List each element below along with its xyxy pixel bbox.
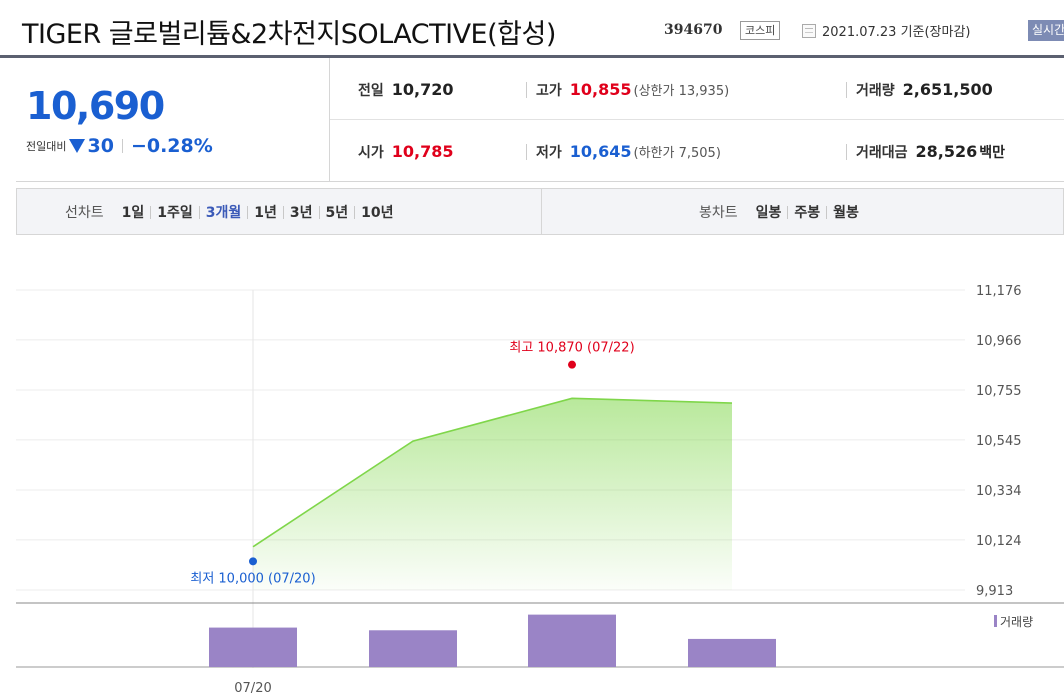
period-5y[interactable]: 5년	[325, 205, 349, 221]
market-badge: 코스피	[740, 21, 781, 40]
change-value: 30	[87, 135, 114, 157]
open-label: 시가	[358, 145, 384, 161]
open-stat: 시가 10,785	[358, 142, 454, 162]
volume-value: 2,651,500	[902, 80, 993, 99]
lower-limit: (하한가 7,505)	[633, 146, 721, 161]
y-tick-label: 10,755	[976, 384, 1022, 399]
low-stat: 저가 10,645 (하한가 7,505)	[536, 142, 721, 162]
period-1y[interactable]: 1년	[254, 205, 277, 221]
down-arrow-icon	[69, 139, 86, 153]
price-chart: 11,176 10,966 10,755 10,545 10,334 10,124 9,91…	[0, 240, 1064, 698]
period-10y[interactable]: 10년	[361, 205, 394, 221]
line-chart-periods: 선차트 1일 1주일 3개월 1년 3년 5년 10년	[65, 202, 400, 222]
y-tick-label: 10,334	[976, 484, 1022, 499]
volume-bar	[369, 630, 457, 667]
divider	[282, 205, 284, 219]
volume-bar	[209, 627, 297, 667]
low-value: 10,645	[569, 142, 632, 161]
divider	[526, 82, 527, 98]
realtime-button[interactable]: 실시간	[1028, 20, 1064, 41]
y-tick-label: 11,176	[976, 284, 1022, 299]
current-price-box: 10,690 전일대비 30 −0.28%	[16, 58, 330, 182]
divider	[247, 205, 249, 219]
quote-date: 2021.07.23 기준(장마감)	[822, 25, 971, 40]
chart-svg: 11,176 10,966 10,755 10,545 10,334 10,124 9,91…	[16, 284, 1064, 696]
y-tick-label: 10,124	[976, 534, 1022, 549]
low-label: 저가	[536, 145, 562, 161]
stats-row-2: 시가 10,785 저가 10,645 (하한가 7,505) 거래대금 28,526 백…	[330, 120, 1064, 182]
divider	[541, 189, 542, 234]
period-3m[interactable]: 3개월	[205, 205, 242, 221]
volume-legend-label: 거래량	[1000, 615, 1033, 629]
change-row: 전일대비 30 −0.28%	[26, 135, 213, 157]
prev-close-label: 전일	[358, 83, 384, 99]
period-weekly[interactable]: 주봉	[794, 205, 821, 221]
y-tick-label: 10,966	[976, 334, 1022, 349]
divider	[826, 205, 828, 219]
divider	[318, 205, 320, 219]
min-label: 최저 10,000 (07/20)	[190, 571, 315, 586]
line-chart-label: 선차트	[65, 205, 104, 221]
high-value: 10,855	[569, 80, 632, 99]
amount-unit: 백만	[979, 145, 1006, 161]
amount-stat: 거래대금 28,526 백만	[856, 142, 1005, 162]
volume-label: 거래량	[856, 83, 895, 99]
period-1w[interactable]: 1주일	[157, 205, 193, 221]
change-percent: −0.28%	[130, 135, 213, 157]
divider	[526, 144, 527, 160]
period-monthly[interactable]: 월봉	[833, 205, 859, 221]
header-divider	[0, 55, 1064, 58]
high-stat: 고가 10,855 (상한가 13,935)	[536, 80, 729, 100]
stock-header: TIGER 글로벌리튬&2차전지SOLACTIVE(합성) 394670 코스피…	[0, 0, 1064, 56]
max-label: 최고 10,870 (07/22)	[509, 341, 634, 356]
min-marker	[249, 557, 257, 566]
period-3y[interactable]: 3년	[289, 205, 313, 221]
y-tick-label: 10,545	[976, 434, 1022, 449]
price-line	[252, 397, 733, 548]
quote-panel: 10,690 전일대비 30 −0.28% 전일 10,720 고가 10,855(…	[16, 58, 1064, 182]
amount-label: 거래대금	[856, 145, 908, 161]
prev-close-value: 10,720	[391, 80, 454, 99]
calendar-icon	[802, 24, 816, 38]
stock-code: 394670	[664, 22, 723, 38]
y-tick-label: 9,913	[976, 584, 1013, 599]
candle-chart-periods: 봉차트 일봉 주봉 월봉	[699, 202, 865, 222]
divider	[198, 205, 200, 219]
prev-close-stat: 전일 10,720	[358, 80, 454, 100]
volume-bar	[528, 614, 616, 667]
max-marker	[568, 360, 576, 369]
volume-stat: 거래량 2,651,500	[856, 80, 993, 100]
x-tick-label: 07/20	[234, 681, 271, 696]
amount-value: 28,526	[915, 142, 978, 161]
upper-limit: (상한가 13,935)	[633, 84, 730, 99]
divider	[846, 82, 847, 98]
page-title: TIGER 글로벌리튬&2차전지SOLACTIVE(합성)	[22, 19, 556, 50]
divider	[150, 205, 152, 219]
period-1d[interactable]: 1일	[121, 205, 145, 221]
divider	[787, 205, 789, 219]
change-label: 전일대비	[26, 140, 67, 153]
stats-row-1: 전일 10,720 고가 10,855 (상한가 13,935) 거래량 2,651,5…	[330, 58, 1064, 120]
divider	[121, 139, 123, 153]
period-daily[interactable]: 일봉	[755, 205, 782, 221]
candle-chart-label: 봉차트	[699, 205, 738, 221]
divider	[354, 205, 356, 219]
divider	[846, 144, 847, 160]
high-label: 고가	[536, 83, 562, 99]
volume-legend-swatch	[994, 615, 997, 627]
chart-period-bar: 선차트 1일 1주일 3개월 1년 3년 5년 10년 봉차트 일봉 주봉 월봉	[16, 188, 1064, 235]
open-value: 10,785	[391, 142, 454, 161]
volume-bar	[688, 638, 776, 667]
current-price: 10,690	[26, 84, 165, 128]
price-area	[253, 398, 732, 590]
